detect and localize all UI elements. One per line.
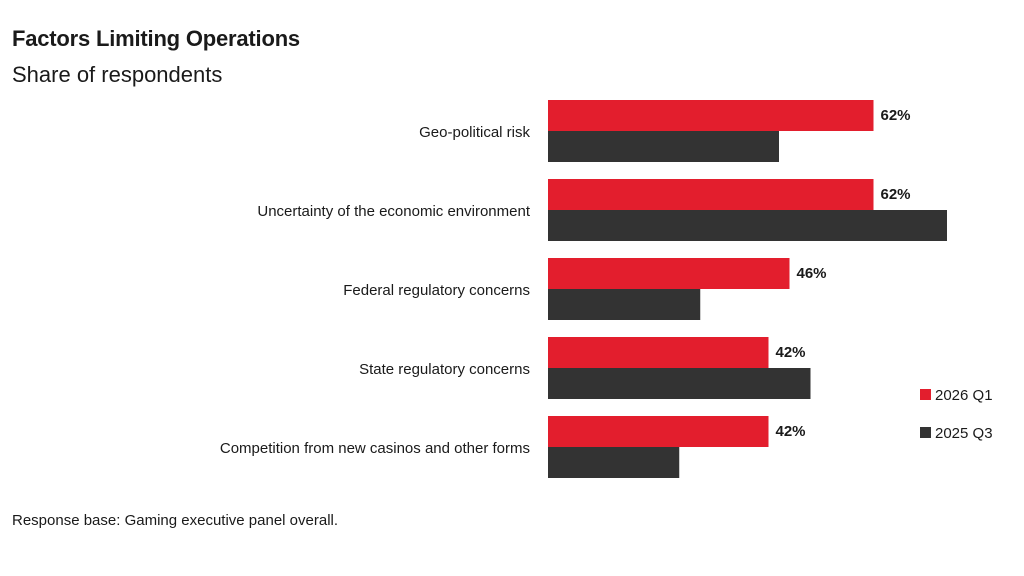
- legend-swatch-2025-q3: [920, 427, 931, 438]
- bar-2025-q3: [548, 131, 779, 162]
- bar-2025-q3: [548, 447, 680, 478]
- bar-2025-q3: [548, 289, 701, 320]
- bar-2026-q1: [548, 337, 769, 368]
- data-label: 62%: [881, 107, 911, 124]
- bar-2026-q1: [548, 258, 790, 289]
- legend-label: 2025 Q3: [935, 425, 993, 442]
- category-label: Uncertainty of the economic environment: [257, 203, 530, 220]
- bar-2025-q3: [548, 368, 811, 399]
- data-label: 42%: [776, 423, 806, 440]
- legend-label: 2026 Q1: [935, 387, 993, 404]
- chart-subtitle: Share of respondents: [12, 62, 223, 87]
- bar-2026-q1: [548, 100, 874, 131]
- chart-title: Factors Limiting Operations: [12, 26, 300, 51]
- data-label: 62%: [881, 186, 911, 203]
- bar-2026-q1: [548, 179, 874, 210]
- data-label: 42%: [776, 344, 806, 361]
- category-label: Federal regulatory concerns: [343, 282, 530, 299]
- category-label: Geo-political risk: [419, 124, 530, 141]
- bar-2026-q1: [548, 416, 769, 447]
- bar-2025-q3: [548, 210, 947, 241]
- category-label: State regulatory concerns: [359, 361, 530, 378]
- footnote: Response base: Gaming executive panel ov…: [12, 512, 339, 529]
- category-label: Competition from new casinos and other f…: [220, 440, 530, 457]
- legend-swatch-2026-q1: [920, 389, 931, 400]
- data-label: 46%: [797, 265, 827, 282]
